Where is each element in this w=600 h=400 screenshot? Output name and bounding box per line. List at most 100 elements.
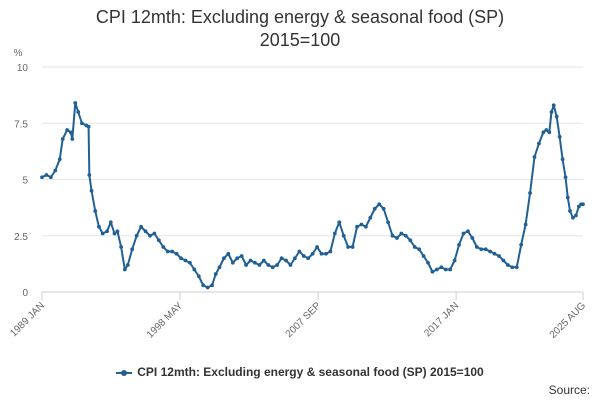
data-point-54[interactable]: [253, 260, 257, 265]
data-point-41[interactable]: [196, 274, 201, 279]
data-point-29[interactable]: [143, 229, 148, 234]
data-point-74[interactable]: [341, 233, 346, 238]
data-point-85[interactable]: [390, 233, 395, 238]
data-point-73[interactable]: [337, 220, 342, 225]
data-point-39[interactable]: [188, 260, 192, 265]
data-point-103[interactable]: [470, 236, 475, 240]
data-point-32[interactable]: [156, 238, 161, 243]
data-point-71[interactable]: [328, 249, 333, 254]
data-point-92[interactable]: [421, 254, 426, 258]
data-point-30[interactable]: [148, 233, 152, 238]
data-point-104[interactable]: [474, 245, 479, 249]
data-point-49[interactable]: [230, 260, 235, 265]
data-point-86[interactable]: [395, 236, 399, 240]
data-point-7[interactable]: [68, 130, 73, 135]
data-point-10[interactable]: [76, 110, 81, 114]
data-point-97[interactable]: [443, 267, 448, 272]
data-point-61[interactable]: [284, 258, 288, 263]
data-point-59[interactable]: [275, 263, 280, 267]
data-point-118[interactable]: [537, 141, 541, 146]
data-point-35[interactable]: [170, 249, 175, 254]
data-point-117[interactable]: [532, 155, 537, 159]
data-point-4[interactable]: [57, 157, 62, 162]
data-point-19[interactable]: [105, 229, 109, 234]
data-point-63[interactable]: [293, 256, 297, 261]
data-point-58[interactable]: [270, 265, 275, 270]
data-point-124[interactable]: [554, 114, 559, 119]
data-point-70[interactable]: [324, 251, 328, 256]
data-point-56[interactable]: [261, 258, 266, 263]
data-point-114[interactable]: [519, 242, 524, 247]
data-point-78[interactable]: [359, 222, 364, 227]
data-point-89[interactable]: [408, 238, 413, 243]
data-point-62[interactable]: [288, 263, 293, 267]
data-point-64[interactable]: [297, 249, 302, 254]
data-point-101[interactable]: [461, 231, 466, 236]
data-point-27[interactable]: [134, 233, 139, 238]
data-point-69[interactable]: [319, 251, 324, 256]
data-point-11[interactable]: [80, 121, 84, 126]
data-point-108[interactable]: [492, 251, 497, 256]
data-point-130[interactable]: [571, 215, 575, 220]
data-point-5[interactable]: [60, 137, 65, 141]
data-point-53[interactable]: [248, 258, 253, 263]
data-point-46[interactable]: [217, 265, 222, 270]
data-point-6[interactable]: [65, 128, 70, 132]
data-point-129[interactable]: [568, 209, 572, 213]
data-point-79[interactable]: [363, 224, 368, 229]
data-point-34[interactable]: [165, 249, 170, 254]
data-point-36[interactable]: [174, 251, 179, 256]
data-point-91[interactable]: [417, 247, 422, 252]
data-point-2[interactable]: [48, 175, 53, 180]
data-point-109[interactable]: [497, 254, 501, 258]
data-point-48[interactable]: [226, 251, 231, 256]
data-point-81[interactable]: [372, 206, 377, 211]
data-point-88[interactable]: [403, 233, 408, 238]
data-point-50[interactable]: [235, 256, 240, 261]
data-point-33[interactable]: [161, 245, 166, 249]
data-point-31[interactable]: [152, 231, 157, 236]
data-point-80[interactable]: [368, 215, 373, 220]
data-point-113[interactable]: [514, 265, 519, 270]
data-point-82[interactable]: [377, 202, 382, 207]
data-point-93[interactable]: [426, 260, 430, 265]
data-point-105[interactable]: [479, 247, 484, 252]
data-point-22[interactable]: [115, 229, 120, 234]
data-point-96[interactable]: [439, 265, 444, 270]
data-point-125[interactable]: [557, 134, 562, 139]
data-point-38[interactable]: [183, 258, 188, 263]
data-point-95[interactable]: [434, 267, 439, 272]
data-point-28[interactable]: [139, 224, 143, 229]
data-point-116[interactable]: [528, 191, 532, 195]
data-point-127[interactable]: [563, 175, 568, 180]
data-point-67[interactable]: [310, 251, 315, 256]
data-point-23[interactable]: [119, 245, 124, 249]
data-point-66[interactable]: [306, 256, 311, 261]
data-point-55[interactable]: [257, 263, 262, 267]
data-point-100[interactable]: [457, 242, 461, 247]
data-point-131[interactable]: [574, 213, 578, 218]
data-point-52[interactable]: [244, 263, 249, 267]
data-point-119[interactable]: [541, 130, 546, 135]
data-point-60[interactable]: [279, 256, 284, 261]
data-point-9[interactable]: [73, 101, 78, 105]
data-point-99[interactable]: [452, 258, 457, 263]
data-point-83[interactable]: [381, 206, 386, 211]
data-point-21[interactable]: [112, 231, 117, 236]
data-point-65[interactable]: [301, 254, 306, 258]
data-point-102[interactable]: [466, 229, 470, 234]
data-point-14[interactable]: [87, 173, 92, 177]
data-point-123[interactable]: [551, 103, 556, 108]
data-point-20[interactable]: [108, 220, 113, 225]
data-point-98[interactable]: [448, 267, 453, 272]
data-point-44[interactable]: [210, 283, 214, 288]
legend[interactable]: CPI 12mth: Excluding energy & seasonal f…: [0, 365, 600, 379]
data-point-126[interactable]: [560, 157, 565, 162]
data-point-37[interactable]: [179, 256, 183, 261]
data-point-112[interactable]: [510, 265, 515, 270]
data-point-110[interactable]: [501, 258, 506, 263]
data-point-47[interactable]: [222, 256, 226, 261]
data-point-75[interactable]: [346, 245, 351, 249]
data-point-8[interactable]: [70, 137, 75, 141]
data-point-13[interactable]: [86, 124, 91, 129]
